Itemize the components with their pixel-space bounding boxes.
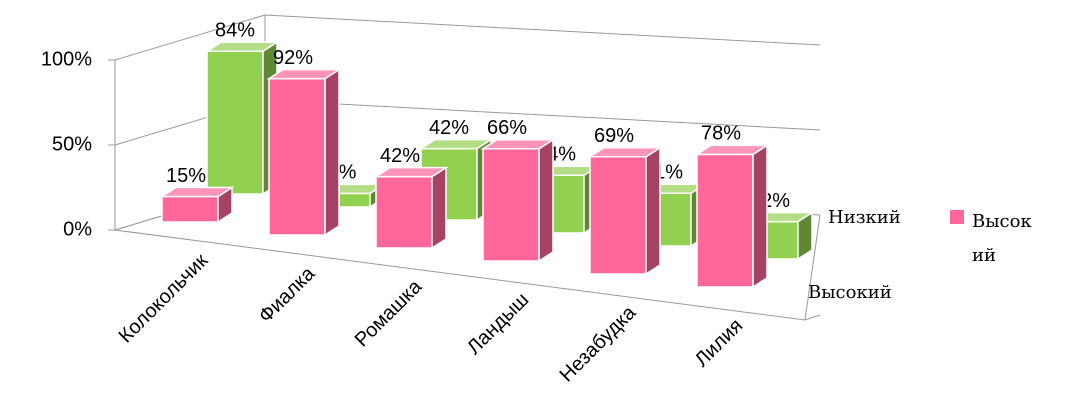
bar [159, 186, 235, 224]
x-tick-label: Незабудка [556, 301, 641, 386]
y-tick-label: 100% [41, 48, 92, 70]
x-tick-label: Колокольчик [115, 250, 213, 348]
bar [694, 144, 770, 289]
bar [373, 166, 449, 250]
bar [480, 138, 556, 263]
value-label: 78% [701, 123, 741, 145]
bar [587, 146, 663, 276]
depth-label: Низкий [828, 207, 901, 228]
value-label: 42% [380, 145, 420, 167]
bar [266, 68, 342, 237]
y-tick-label: 0% [63, 218, 92, 240]
value-label: 92% [273, 47, 313, 69]
value-label: 42% [429, 117, 469, 139]
x-tick-label: Лилия [691, 315, 748, 372]
value-label: 84% [215, 19, 255, 41]
y-tick-label: 50% [52, 133, 92, 155]
legend-swatch [950, 210, 964, 224]
value-label: 69% [594, 125, 634, 147]
x-tick-label: Фиалка [255, 262, 320, 327]
grid-line [114, 14, 821, 61]
value-label: 15% [166, 165, 206, 187]
x-tick-label: Ландыш [463, 289, 533, 359]
x-tick-label: Ромашка [351, 275, 427, 351]
legend-label: Высокий [972, 211, 1032, 266]
bar [204, 40, 280, 196]
depth-axis [804, 214, 821, 321]
depth-label: Высокий [808, 282, 892, 303]
value-label: 66% [487, 117, 527, 139]
